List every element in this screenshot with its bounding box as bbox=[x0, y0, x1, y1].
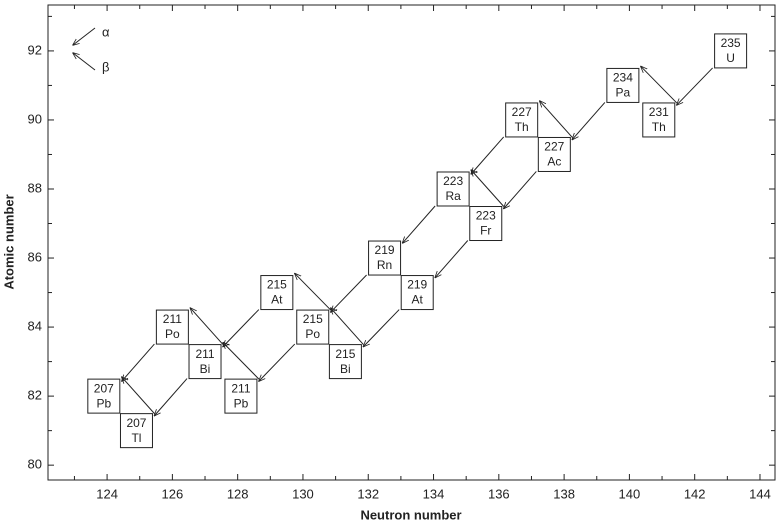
x-tick-label: 142 bbox=[684, 486, 706, 501]
nuclide-symbol: At bbox=[271, 293, 283, 307]
decay-arrow bbox=[122, 343, 155, 381]
decay-arrow bbox=[572, 102, 606, 139]
legend-alpha-arrow bbox=[73, 27, 96, 45]
decay-arrow bbox=[331, 308, 364, 345]
plot-frame bbox=[47, 4, 776, 481]
nuclide-box bbox=[505, 102, 539, 138]
nuclide-mass: 211 bbox=[163, 312, 182, 326]
y-axis-title: Atomic number bbox=[1, 194, 16, 289]
nuclide-box bbox=[714, 33, 748, 69]
nuclide-box bbox=[368, 240, 402, 276]
nuclide-box bbox=[469, 206, 503, 242]
y-tick-label: 82 bbox=[28, 388, 42, 403]
nuclide-symbol: Pb bbox=[234, 396, 249, 410]
nuclide-symbol: Ac bbox=[547, 155, 561, 169]
x-tick-label: 132 bbox=[357, 486, 379, 501]
x-tick-label: 138 bbox=[553, 486, 575, 501]
nuclide-mass: 207 bbox=[126, 416, 146, 430]
nuclide-box bbox=[606, 67, 640, 103]
nuclide-symbol: Po bbox=[165, 327, 180, 341]
nuclide-box bbox=[224, 378, 258, 414]
nuclide-symbol: Ra bbox=[445, 189, 461, 203]
decay-arrow bbox=[223, 343, 260, 380]
nuclide-symbol: U bbox=[726, 51, 735, 65]
decay-arrow bbox=[471, 170, 505, 207]
y-tick-label: 90 bbox=[28, 111, 42, 126]
nuclide-box bbox=[400, 275, 434, 311]
nuclide-symbol: Rn bbox=[377, 258, 392, 272]
x-axis-title: Neutron number bbox=[360, 507, 461, 522]
nuclide-mass: 215 bbox=[267, 278, 287, 292]
nuclide-box bbox=[328, 344, 362, 380]
x-tick-label: 130 bbox=[292, 486, 314, 501]
nuclide-mass: 207 bbox=[94, 381, 114, 395]
nuclide-mass: 211 bbox=[195, 347, 214, 361]
nuclide-symbol: Fr bbox=[480, 224, 491, 238]
nuclide-box bbox=[436, 171, 470, 207]
nuclide-symbol: At bbox=[412, 293, 424, 307]
nuclide-mass: 227 bbox=[512, 105, 532, 119]
x-tick-label: 124 bbox=[96, 486, 118, 501]
nuclide-box bbox=[87, 378, 121, 414]
nuclide-box bbox=[537, 136, 571, 172]
decay-arrow bbox=[122, 377, 155, 414]
nuclide-box bbox=[119, 413, 153, 449]
y-tick-label: 84 bbox=[28, 319, 42, 334]
nuclide-mass: 219 bbox=[407, 278, 427, 292]
nuclide-mass: 235 bbox=[721, 36, 741, 50]
y-tick-label: 80 bbox=[28, 457, 42, 472]
nuclide-mass: 234 bbox=[613, 71, 633, 85]
nuclide-symbol: Th bbox=[515, 120, 529, 134]
y-tick-label: 88 bbox=[28, 180, 42, 195]
x-tick-label: 144 bbox=[749, 486, 771, 501]
nuclide-mass: 223 bbox=[443, 174, 463, 188]
y-tick-label: 86 bbox=[28, 249, 42, 264]
nuclide-mass: 231 bbox=[649, 105, 669, 119]
x-tick-label: 140 bbox=[619, 486, 641, 501]
x-tick-label: 134 bbox=[423, 486, 445, 501]
nuclide-mass: 219 bbox=[375, 243, 395, 257]
decay-arrow bbox=[435, 240, 469, 278]
x-tick-label: 136 bbox=[488, 486, 510, 501]
nuclide-symbol: Tl bbox=[131, 431, 141, 445]
x-tick-label: 128 bbox=[227, 486, 249, 501]
legend-label: α bbox=[102, 24, 110, 39]
decay-arrow bbox=[403, 205, 436, 243]
nuclide-symbol: Pb bbox=[96, 396, 111, 410]
nuclide-box bbox=[188, 344, 222, 380]
decay-arrow bbox=[471, 136, 505, 174]
nuclide-symbol: Bi bbox=[340, 362, 351, 376]
nuclide-symbol: Th bbox=[652, 120, 666, 134]
legend-beta-arrow bbox=[73, 53, 96, 71]
decay-arrow bbox=[295, 274, 332, 311]
nuclide-box bbox=[642, 102, 676, 138]
nuclide-box bbox=[155, 309, 189, 345]
decay-arrow bbox=[190, 308, 224, 345]
nuclide-mass: 215 bbox=[303, 312, 323, 326]
decay-arrow bbox=[363, 309, 400, 347]
x-tick-label: 126 bbox=[162, 486, 184, 501]
nuclide-mass: 223 bbox=[476, 209, 496, 223]
nuclide-symbol: Pa bbox=[616, 86, 631, 100]
y-tick-label: 92 bbox=[28, 42, 42, 57]
decay-arrow bbox=[540, 101, 573, 138]
legend-label: β bbox=[102, 59, 109, 74]
decay-arrow bbox=[641, 66, 678, 104]
nuclide-mass: 215 bbox=[335, 347, 355, 361]
decay-arrow bbox=[223, 309, 260, 347]
nuclide-mass: 227 bbox=[544, 140, 564, 154]
decay-arrow bbox=[331, 274, 367, 312]
decay-arrow bbox=[677, 67, 713, 105]
decay-arrow bbox=[504, 171, 537, 208]
nuclide-box bbox=[296, 309, 330, 345]
decay-arrow bbox=[154, 378, 188, 416]
nuclide-symbol: Bi bbox=[200, 362, 211, 376]
nuclide-symbol: Po bbox=[305, 327, 320, 341]
nuclide-mass: 211 bbox=[231, 381, 250, 395]
decay-arrow bbox=[259, 343, 296, 381]
nuclide-box bbox=[260, 275, 294, 311]
